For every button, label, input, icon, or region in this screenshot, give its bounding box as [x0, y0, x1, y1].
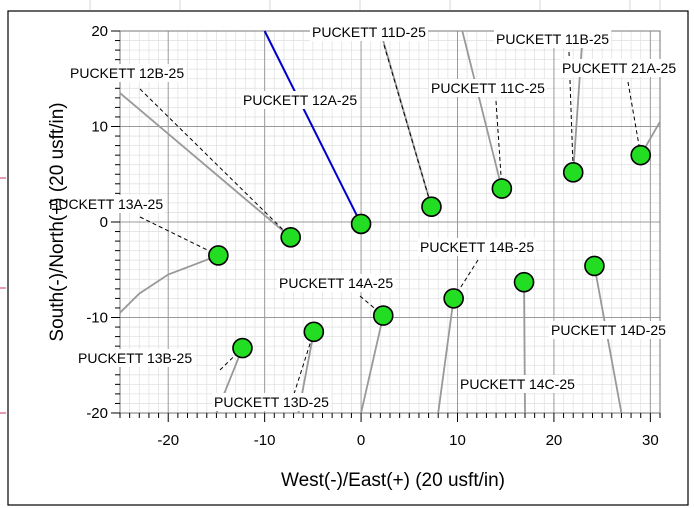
- well-marker: [491, 178, 513, 199]
- trajectory-line: [119, 92, 292, 238]
- well-label: PUCKETT 13B-25: [76, 349, 195, 367]
- well-label-background: [560, 59, 679, 77]
- trajectory-line: [572, 30, 584, 173]
- well-label: PUCKETT 13A-25: [47, 195, 166, 213]
- well-label: PUCKETT 11B-25: [494, 30, 612, 48]
- label-leader-line: [139, 216, 219, 256]
- label-leader-line: [495, 100, 503, 189]
- well-label-background: [429, 79, 548, 97]
- trajectory-line: [437, 298, 455, 414]
- label-leader-line: [359, 295, 384, 316]
- well-label-text: PUCKETT 12B-25: [70, 65, 184, 81]
- well-label: PUCKETT 14C-25: [458, 375, 578, 393]
- axis-ticks: [111, 30, 661, 422]
- x-tick-label: 0: [357, 432, 365, 449]
- label-leader-line: [568, 51, 574, 173]
- well-marker: [513, 271, 535, 293]
- label-leader-lines: [139, 44, 642, 395]
- y-tick-label: 0: [100, 214, 108, 231]
- trajectory-line: [263, 30, 362, 225]
- well-label-text: PUCKETT 11D-25: [312, 24, 426, 40]
- well-label-text: PUCKETT 21A-25: [562, 60, 676, 76]
- well-label-background: [494, 30, 612, 48]
- well-label-background: [241, 91, 360, 109]
- well-label-background: [418, 238, 537, 256]
- well-markers: [208, 144, 652, 359]
- well-label: PUCKETT 12B-25: [68, 64, 187, 82]
- well-marker: [562, 162, 584, 183]
- outer-ruler: [89, 0, 661, 10]
- well-label-background: [76, 349, 195, 367]
- label-leader-line: [383, 44, 432, 207]
- well-label-text: PUCKETT 14A-25: [279, 275, 393, 291]
- well-labels: PUCKETT 12A-25 PUCKETT 12B-25 PUCKETT 11D-…: [47, 23, 679, 411]
- well-label: PUCKETT 14B-25: [418, 238, 537, 256]
- well-label-text: PUCKETT 13D-25: [214, 394, 329, 410]
- well-label-background: [549, 321, 669, 339]
- well-marker: [280, 226, 301, 248]
- y-tick-label: -10: [86, 310, 108, 327]
- tick-labels: -20 -10 0 10 20 30 -20 -10 0 10 20: [86, 23, 658, 449]
- well-marker: [303, 321, 325, 343]
- label-leader-line: [293, 331, 315, 395]
- well-marker: [208, 245, 229, 266]
- well-marker: [421, 196, 442, 218]
- well-marker: [443, 288, 464, 309]
- well-marker: [232, 337, 253, 359]
- x-tick-label: 10: [449, 432, 466, 449]
- y-tick-label: 20: [91, 23, 108, 40]
- well-label-text: PUCKETT 13B-25: [78, 350, 192, 366]
- well-label: PUCKETT 11C-25: [429, 79, 548, 97]
- trajectory-line: [461, 30, 503, 189]
- well-label-background: [277, 274, 396, 292]
- trajectory-line: [119, 254, 219, 314]
- well-label: PUCKETT 12A-25: [241, 91, 360, 109]
- x-tick-label: -10: [254, 432, 276, 449]
- well-label-text: PUCKETT 11B-25: [496, 31, 609, 47]
- well-label-text: PUCKETT 13A-25: [49, 196, 163, 212]
- x-tick-label: 30: [642, 432, 659, 449]
- well-label-text: PUCKETT 14C-25: [460, 376, 575, 392]
- x-tick-label: -20: [157, 432, 179, 449]
- well-label: PUCKETT 13D-25: [212, 393, 332, 411]
- chart-frame: [7, 10, 689, 506]
- well-label: PUCKETT 11D-25: [310, 23, 429, 41]
- well-label-text: PUCKETT 14D-25: [551, 322, 666, 338]
- well-label-background: [212, 393, 332, 411]
- well-marker: [630, 144, 652, 166]
- well-marker: [372, 305, 394, 326]
- y-tick-label: 10: [91, 119, 108, 136]
- well-marker: [584, 255, 605, 277]
- trajectory-line: [523, 282, 526, 414]
- well-label-background: [68, 64, 187, 82]
- label-leader-line: [139, 88, 292, 238]
- well-label: PUCKETT 14A-25: [277, 274, 396, 292]
- well-label-text: PUCKETT 14B-25: [420, 239, 534, 255]
- well-label: PUCKETT 21A-25: [560, 59, 679, 77]
- y-tick-label: -20: [86, 405, 108, 422]
- well-label-text: PUCKETT 12A-25: [243, 92, 357, 108]
- label-leader-line: [627, 81, 642, 156]
- outer-margin-marks: [0, 177, 6, 414]
- well-label-background: [458, 375, 578, 393]
- well-label-text: PUCKETT 11C-25: [431, 80, 545, 96]
- trajectory-line: [593, 265, 623, 414]
- x-tick-label: 20: [546, 432, 563, 449]
- x-axis-label: West(-)/East(+) (20 usft/in): [281, 470, 505, 491]
- well-label-background: [310, 23, 429, 41]
- label-leader-line: [219, 347, 243, 371]
- y-axis-label: South(-)/North(+) (20 usft/in): [47, 102, 68, 341]
- well-marker: [350, 213, 372, 235]
- well-label-background: [47, 195, 166, 213]
- trajectory-line: [360, 315, 385, 414]
- well-label: PUCKETT 14D-25: [549, 321, 669, 339]
